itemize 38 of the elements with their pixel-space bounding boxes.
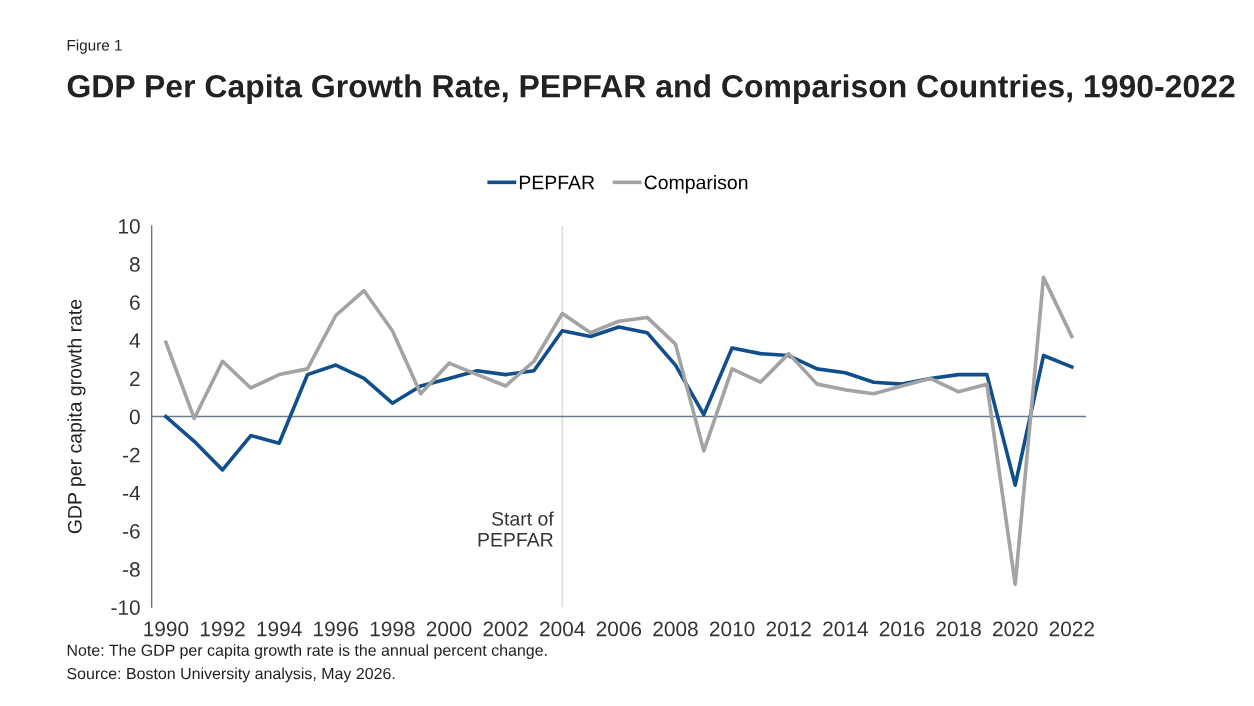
text: Note: The GDP per capita growth rate is the annual percent change. <box>67 644 547 660</box>
chart-title: GDP Per Capita Growth Rate, PEPFAR and Comparison Countries, 1990-2022 <box>67 74 1235 104</box>
line-series <box>164 275 1074 587</box>
x-tick-label: 2006 <box>596 621 642 637</box>
y-tick-label: -6 <box>123 523 140 539</box>
y-tick-label: 2 <box>130 371 140 386</box>
x-tick-label: 2008 <box>653 621 698 637</box>
x-tick-label: 1994 <box>257 621 302 637</box>
x-tick-label: 2004 <box>540 621 585 637</box>
y-tick-label: 6 <box>130 295 140 310</box>
x-tick-label: 2000 <box>426 621 472 637</box>
legend-label: Comparison <box>644 175 748 194</box>
x-tick-label: 1998 <box>370 621 415 637</box>
x-tick-label: 1990 <box>144 621 189 637</box>
x-tick-label: 2022 <box>1049 621 1094 637</box>
x-tick-label: 2020 <box>993 621 1038 637</box>
x-tick-label: 2018 <box>936 621 981 637</box>
x-tick-label: 2002 <box>483 621 528 637</box>
y-tick-label: 8 <box>129 257 140 272</box>
caption: Figure 1 <box>67 39 122 54</box>
source-note: Source: Boston University analysis, May 2026. <box>67 667 395 683</box>
x-tick-label: 1992 <box>200 621 245 637</box>
y-tick-label: -8 <box>123 562 140 577</box>
y-tick-label: 4 <box>129 333 141 348</box>
y-tick-label: 10 <box>119 218 140 234</box>
y-axis-title: GDP per capita growth rate <box>67 299 86 534</box>
x-tick-label: 2016 <box>879 621 925 637</box>
y-tick-label: -2 <box>123 447 140 463</box>
x-tick-label: 2010 <box>709 621 755 637</box>
y-tick-label: -4 <box>123 486 141 501</box>
x-tick-label: 2014 <box>823 621 868 637</box>
line-series <box>164 325 1074 487</box>
x-tick-label: 1996 <box>314 621 359 637</box>
y-tick-label: -10 <box>111 600 140 615</box>
x-tick-label: 2012 <box>766 621 811 637</box>
legend-label: PEPFAR <box>519 175 595 190</box>
y-tick-label: 0 <box>129 409 140 425</box>
ref-line-label: Start of PEPFAR <box>478 511 554 547</box>
